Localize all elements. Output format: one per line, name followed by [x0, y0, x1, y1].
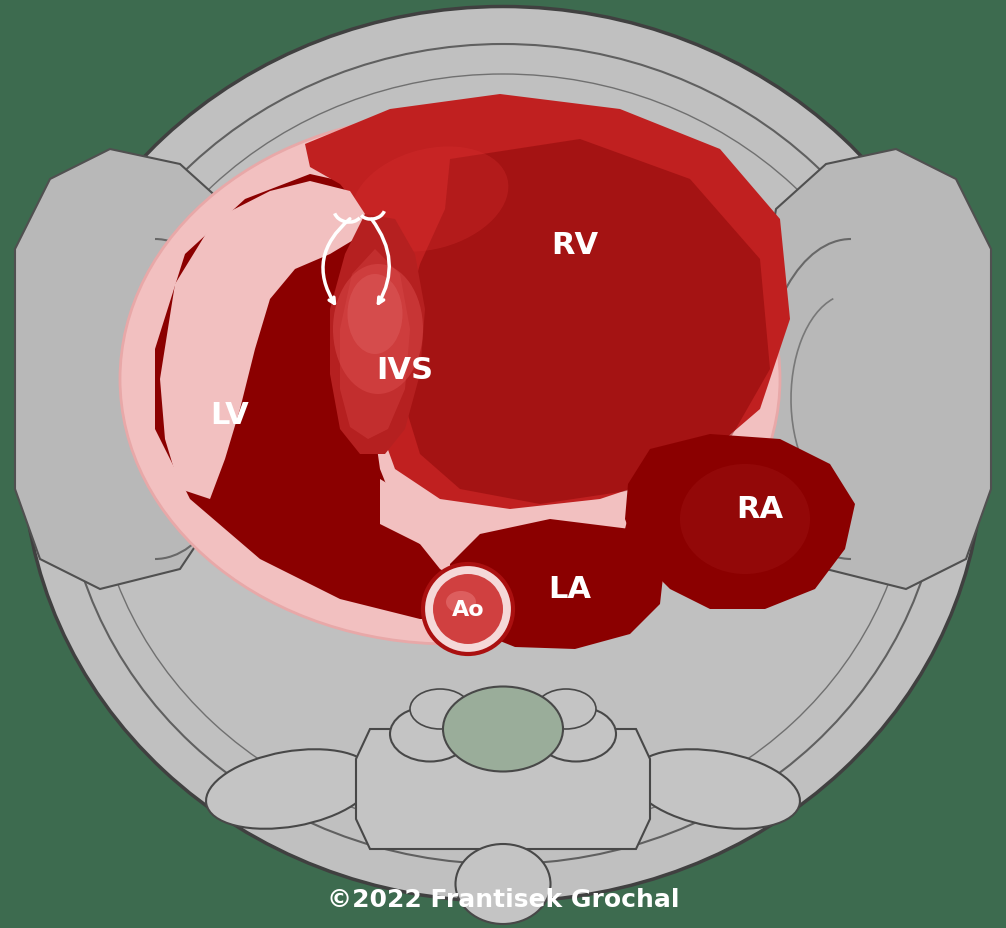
Polygon shape	[400, 140, 770, 505]
Polygon shape	[305, 95, 790, 509]
Text: RV: RV	[551, 230, 599, 259]
Ellipse shape	[632, 750, 800, 829]
Ellipse shape	[347, 275, 402, 354]
Ellipse shape	[120, 115, 780, 644]
Ellipse shape	[206, 750, 374, 829]
Text: LV: LV	[210, 400, 249, 429]
Polygon shape	[340, 250, 410, 440]
Polygon shape	[450, 520, 665, 650]
Ellipse shape	[446, 591, 476, 613]
Polygon shape	[625, 499, 668, 554]
Ellipse shape	[23, 7, 983, 901]
Ellipse shape	[390, 707, 470, 762]
Ellipse shape	[536, 690, 596, 729]
Polygon shape	[356, 729, 650, 849]
Polygon shape	[330, 214, 425, 455]
Text: IVS: IVS	[376, 355, 434, 384]
Polygon shape	[761, 149, 991, 589]
Text: Ao: Ao	[452, 599, 484, 619]
Ellipse shape	[410, 690, 470, 729]
Text: ©2022 Frantisek Grochal: ©2022 Frantisek Grochal	[327, 887, 679, 911]
Text: RA: RA	[736, 495, 784, 524]
Polygon shape	[160, 182, 365, 499]
Ellipse shape	[536, 707, 616, 762]
Polygon shape	[155, 174, 490, 619]
Text: LA: LA	[548, 574, 592, 604]
Circle shape	[423, 564, 513, 654]
Ellipse shape	[680, 465, 810, 574]
Circle shape	[433, 574, 503, 644]
Polygon shape	[625, 434, 855, 610]
Polygon shape	[380, 470, 720, 560]
Ellipse shape	[352, 148, 508, 252]
Polygon shape	[15, 149, 245, 589]
Ellipse shape	[456, 844, 550, 924]
Ellipse shape	[333, 264, 423, 394]
Ellipse shape	[93, 75, 913, 834]
Ellipse shape	[63, 45, 943, 864]
Ellipse shape	[443, 687, 563, 772]
